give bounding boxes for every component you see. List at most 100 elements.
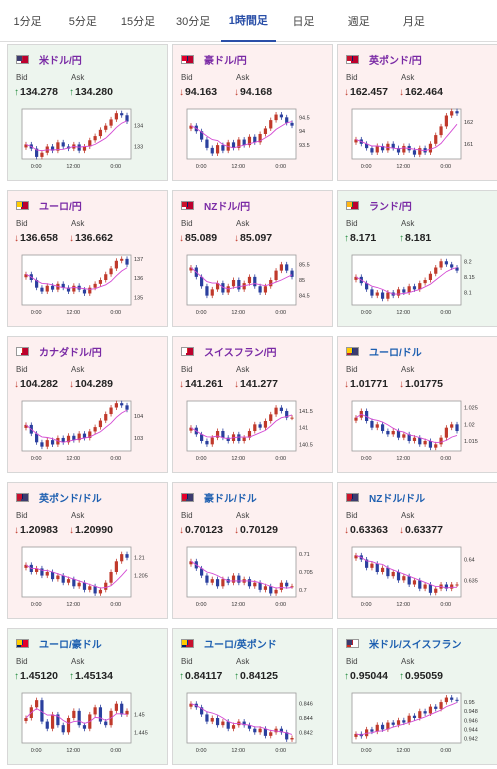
tab-weekly[interactable]: 週足	[347, 16, 370, 28]
tab-30min[interactable]: 30分足	[176, 16, 211, 28]
candlestick-chart: 0.64 0.635 0:00 12:00 0:00	[351, 546, 478, 608]
candlestick-chart: 0.95 0.948 0.946 0.944 0.942 0:00 12:00 0:00	[351, 692, 478, 754]
currency-flag-icon	[181, 346, 194, 356]
candle-body	[290, 122, 294, 126]
tab-15min[interactable]: 15分足	[120, 16, 156, 28]
currency-pair-link[interactable]: ユーロ/円	[39, 201, 82, 213]
tab-1hour[interactable]: 1時間足	[220, 0, 276, 42]
candle-body	[253, 276, 257, 287]
rate-card[interactable]: スイスフラン/円 Bid Ask ↓ 141.261 ↓ 141.277 141.5 141 14…	[172, 336, 333, 473]
mini-chart[interactable]: 85.5 85 84.5 0:00 12:00 0:00	[181, 251, 326, 321]
mini-chart[interactable]: 134 133 0:00 12:00 0:00	[16, 105, 161, 175]
currency-pair-link[interactable]: 豪ドル/円	[204, 55, 247, 67]
arrow-down-icon: ↓	[69, 378, 74, 390]
rate-card[interactable]: 英ポンド/ドル Bid Ask ↓ 1.20983 ↓ 1.20990 1.21 1.205 0:…	[7, 482, 168, 619]
candle-body	[120, 703, 124, 715]
rate-card[interactable]: 米ドル/スイスフラン Bid Ask ↑ 0.95044 ↑ 0.95059 0.95 0.94…	[337, 628, 497, 765]
currency-pair-link[interactable]: スイスフラン/円	[204, 347, 277, 359]
candle-body	[354, 417, 358, 421]
candle-body	[114, 260, 118, 269]
card-header: ユーロ/英ポンド	[181, 636, 277, 651]
currency-pair-link[interactable]: NZドル/ドル	[369, 493, 426, 505]
candle-body	[93, 427, 97, 432]
x-tick-label: 12:00	[396, 164, 410, 170]
currency-pair-link[interactable]: ランド/円	[369, 201, 412, 213]
arrow-down-icon: ↓	[344, 524, 349, 536]
currency-pair-link[interactable]: 英ポンド/ドル	[39, 493, 102, 505]
moving-average-line	[355, 267, 458, 295]
currency-pair-link[interactable]: ユーロ/豪ドル	[39, 639, 102, 651]
candle-body	[450, 424, 454, 428]
bid-value: 85.089	[185, 232, 218, 244]
rate-card[interactable]: NZドル/ドル Bid Ask ↓ 0.63363 ↓ 0.63377 0.64 0.635 0:…	[337, 482, 497, 619]
candle-body	[35, 433, 39, 443]
candle-body	[226, 437, 230, 441]
currency-flag-icon	[181, 638, 194, 648]
candle-body	[274, 589, 278, 594]
x-tick-label: 0:00	[361, 602, 372, 608]
currency-flag-icon	[346, 638, 359, 648]
currency-pair-link[interactable]: 米ドル/円	[39, 55, 82, 67]
rate-card[interactable]: ユーロ/円 Bid Ask ↓ 136.658 ↓ 136.662 137 136 135 0:00…	[7, 190, 168, 327]
tab-monthly[interactable]: 月足	[402, 16, 425, 28]
candle-body	[125, 258, 129, 265]
candle-body	[50, 285, 55, 290]
candle-body	[391, 431, 395, 435]
arrow-up-icon: ↑	[69, 670, 74, 682]
tab-5min[interactable]: 5分足	[68, 16, 97, 28]
card-header: 英ポンド/円	[346, 52, 422, 67]
candle-body	[45, 285, 49, 292]
candle-body	[200, 276, 204, 287]
candle-body	[215, 718, 220, 726]
candle-body	[205, 575, 209, 583]
candle-body	[88, 140, 92, 147]
mini-chart[interactable]: 0.64 0.635 0:00 12:00 0:00	[346, 543, 491, 613]
currency-pair-link[interactable]: 米ドル/スイスフラン	[369, 639, 462, 651]
mini-chart[interactable]: 0.71 0.705 0.7 0:00 12:00 0:00	[181, 543, 326, 613]
rate-card[interactable]: 米ドル/円 Bid Ask ↑ 134.278 ↑ 134.280 134 133 0:00 12:…	[7, 44, 168, 181]
candle-body	[258, 134, 262, 143]
mini-chart[interactable]: 137 136 135 0:00 12:00 0:00	[16, 251, 161, 321]
currency-pair-link[interactable]: ユーロ/ドル	[369, 347, 422, 359]
currency-flag-icon	[16, 638, 29, 648]
plot-area	[351, 254, 462, 306]
currency-pair-link[interactable]: 英ポンド/円	[369, 55, 422, 67]
rate-card[interactable]: カナダドル/円 Bid Ask ↓ 104.282 ↓ 104.289 104 103 0:00 1…	[7, 336, 168, 473]
rate-card[interactable]: 豪ドル/ドル Bid Ask ↓ 0.70123 ↓ 0.70129 0.71 0.705 0.7…	[172, 482, 333, 619]
mini-chart[interactable]: 1.45 1.445 0:00 12:00 0:00	[16, 689, 161, 759]
ask-price: ↓ 0.70129	[234, 524, 278, 536]
currency-pair-link[interactable]: 豪ドル/ドル	[204, 493, 257, 505]
currency-pair-link[interactable]: NZドル/円	[204, 201, 251, 213]
mini-chart[interactable]: 104 103 0:00 12:00 0:00	[16, 397, 161, 467]
bid-value: 141.261	[185, 378, 223, 390]
mini-chart[interactable]: 94.5 94 93.5 0:00 12:00 0:00	[181, 105, 326, 175]
candle-body	[279, 728, 283, 733]
x-tick-label: 0:00	[440, 602, 451, 608]
candle-body	[402, 576, 406, 581]
rate-card[interactable]: 英ポンド/円 Bid Ask ↓ 162.457 ↓ 162.464 162 161 0:00 12…	[337, 44, 497, 181]
tab-1min[interactable]: 1分足	[13, 16, 42, 28]
mini-chart[interactable]: 8.2 8.15 8.1 0:00 12:00 0:00	[346, 251, 491, 321]
rate-card[interactable]: ユーロ/英ポンド Bid Ask ↑ 0.84117 ↑ 0.84125 0.846 0.844…	[172, 628, 333, 765]
bid-price: ↓ 1.01771	[344, 378, 388, 390]
ask-price: ↓ 136.662	[69, 232, 113, 244]
candle-body	[221, 579, 225, 587]
rate-card[interactable]: 豪ドル/円 Bid Ask ↓ 94.163 ↓ 94.168 94.5 94 93.5 0:00 1…	[172, 44, 333, 181]
mini-chart[interactable]: 141.5 141 140.5 0:00 12:00 0:00	[181, 397, 326, 467]
currency-pair-link[interactable]: カナダドル/円	[39, 347, 102, 359]
rate-card[interactable]: NZドル/円 Bid Ask ↓ 85.089 ↓ 85.097 85.5 85 84.5 0:00…	[172, 190, 333, 327]
candle-body	[77, 582, 81, 587]
rate-card[interactable]: ユーロ/ドル Bid Ask ↓ 1.01771 ↓ 1.01775 1.025 1.02 1.0…	[337, 336, 497, 473]
rate-card[interactable]: ユーロ/豪ドル Bid Ask ↑ 1.45120 ↑ 1.45134 1.45 1.445 0:…	[7, 628, 168, 765]
mini-chart[interactable]: 0.846 0.844 0.842 0:00 12:00 0:00	[181, 689, 326, 759]
currency-pair-link[interactable]: ユーロ/英ポンド	[204, 639, 277, 651]
candle-body	[242, 139, 246, 146]
candle-body	[120, 113, 124, 116]
candle-body	[215, 579, 220, 587]
mini-chart[interactable]: 0.95 0.948 0.946 0.944 0.942 0:00 12:00 0:00	[346, 689, 491, 759]
tab-daily[interactable]: 日足	[292, 16, 315, 28]
rate-card[interactable]: ランド/円 Bid Ask ↑ 8.171 ↑ 8.181 8.2 8.15 8.1 0:00 12:…	[337, 190, 497, 327]
mini-chart[interactable]: 1.21 1.205 0:00 12:00 0:00	[16, 543, 161, 613]
mini-chart[interactable]: 1.025 1.02 1.015 0:00 12:00 0:00	[346, 397, 491, 467]
mini-chart[interactable]: 162 161 0:00 12:00 0:00	[346, 105, 491, 175]
